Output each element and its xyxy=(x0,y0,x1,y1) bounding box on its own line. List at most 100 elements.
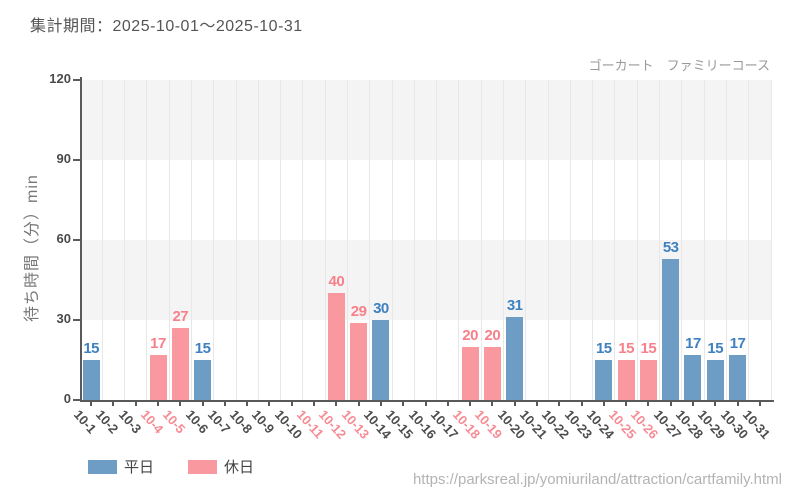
gridline xyxy=(302,80,304,400)
x-tick-mark xyxy=(669,400,672,406)
plot-band xyxy=(80,240,771,320)
x-tick-mark xyxy=(379,400,382,406)
x-tick-mark xyxy=(513,400,516,406)
x-tick-label: 10-9 xyxy=(249,407,278,437)
y-tick-mark xyxy=(73,159,80,161)
legend-item-holiday[interactable]: 休日 xyxy=(188,456,254,477)
gridline xyxy=(257,80,259,400)
x-tick-mark xyxy=(246,400,249,406)
gridline xyxy=(146,80,148,400)
x-tick-mark xyxy=(268,400,271,406)
gridline xyxy=(503,80,505,400)
x-tick-mark xyxy=(647,400,650,406)
bar-value-label: 29 xyxy=(350,302,367,320)
bar-value-label: 17 xyxy=(150,334,166,352)
gridline xyxy=(168,80,170,400)
bar-weekday-10-6 xyxy=(194,360,212,400)
bar-value-label: 53 xyxy=(662,238,679,256)
bar-holiday-10-12 xyxy=(327,293,345,400)
x-tick-mark xyxy=(580,400,583,406)
bar-value-label: 31 xyxy=(506,297,523,315)
gridline xyxy=(748,80,750,400)
bar-weekday-10-30 xyxy=(729,354,747,400)
bar-value-label: 15 xyxy=(707,340,724,357)
x-tick-mark xyxy=(112,400,115,406)
x-tick-mark xyxy=(602,400,605,406)
x-tick-mark xyxy=(90,400,93,406)
x-tick-label: 10-8 xyxy=(227,407,256,437)
bar-holiday-10-25 xyxy=(617,360,635,400)
gridline xyxy=(725,80,727,400)
x-tick-mark xyxy=(290,400,293,406)
bar-value-label: 40 xyxy=(328,273,345,291)
x-axis-line xyxy=(80,400,774,402)
y-tick-label: 120 xyxy=(49,71,71,86)
bar-value-label: 27 xyxy=(172,308,189,325)
x-tick-mark xyxy=(357,400,360,406)
gridline xyxy=(213,80,215,400)
x-tick-label: 10-3 xyxy=(115,407,145,437)
y-tick-label: 60 xyxy=(56,231,71,246)
gridline xyxy=(592,80,594,400)
x-tick-mark xyxy=(691,400,694,406)
x-tick-mark xyxy=(157,400,160,406)
legend: 平日 休日 xyxy=(88,456,254,477)
bar-weekday-10-20 xyxy=(506,317,524,400)
gridline xyxy=(636,80,638,400)
bar-weekday-10-27 xyxy=(662,258,680,400)
x-tick-label: 10-6 xyxy=(182,407,212,437)
y-axis-line xyxy=(80,77,82,402)
plot-band xyxy=(80,80,771,160)
bar-weekday-10-29 xyxy=(706,360,724,400)
bar-value-label: 20 xyxy=(462,326,478,344)
x-tick-mark xyxy=(313,400,316,406)
bar-value-label: 20 xyxy=(484,326,501,344)
x-tick-mark xyxy=(424,400,427,406)
x-tick-mark xyxy=(134,400,137,406)
y-tick-mark xyxy=(73,319,80,321)
y-tick-label: 30 xyxy=(56,311,71,326)
gridline xyxy=(703,80,705,400)
legend-label-weekday: 平日 xyxy=(124,459,155,476)
gridline xyxy=(458,80,460,400)
bar-holiday-10-13 xyxy=(350,322,368,400)
attraction-title: ゴーカート ファミリーコース xyxy=(588,58,770,73)
x-tick-mark xyxy=(758,400,761,406)
gridline xyxy=(324,80,326,400)
bar-weekday-10-14 xyxy=(372,320,390,400)
x-tick-label: 10-1 xyxy=(70,407,100,437)
bar-weekday-10-28 xyxy=(684,354,702,400)
bar-value-label: 17 xyxy=(685,334,701,352)
x-tick-mark xyxy=(714,400,717,406)
x-tick-label: 10-5 xyxy=(160,407,189,437)
bar-value-label: 17 xyxy=(729,334,746,352)
x-tick-mark xyxy=(446,400,449,406)
bar-holiday-10-19 xyxy=(483,346,501,400)
legend-item-weekday[interactable]: 平日 xyxy=(88,456,154,477)
x-tick-mark xyxy=(535,400,538,406)
gridline xyxy=(369,80,371,400)
report-period-label: 集計期間：2025-10-01～2025-10-31 xyxy=(30,18,303,35)
source-url: https://parksreal.jp/yomiuriland/attract… xyxy=(412,471,782,488)
gridline xyxy=(569,80,571,400)
bar-value-label: 30 xyxy=(373,300,389,317)
y-tick-label: 90 xyxy=(56,151,71,166)
bar-holiday-10-18 xyxy=(461,346,479,400)
bar-value-label: 15 xyxy=(640,340,657,357)
x-tick-mark xyxy=(558,400,561,406)
gridline xyxy=(614,80,616,400)
gridline xyxy=(413,80,415,400)
bar-value-label: 15 xyxy=(194,340,211,357)
x-tick-mark xyxy=(469,400,472,406)
x-tick-mark xyxy=(179,400,182,406)
bar-weekday-10-1 xyxy=(82,360,100,400)
y-axis-title: 待ち時間（分）min xyxy=(24,174,41,322)
gridline xyxy=(190,80,192,400)
gridline xyxy=(770,80,772,400)
x-tick-mark xyxy=(736,400,739,406)
x-tick-mark xyxy=(625,400,628,406)
gridline xyxy=(547,80,549,400)
x-tick-mark xyxy=(223,400,226,406)
plot-area: 15 15 30 31 15 53 17 15 17 17 27 40 29 20 20 15 15 xyxy=(80,80,772,400)
